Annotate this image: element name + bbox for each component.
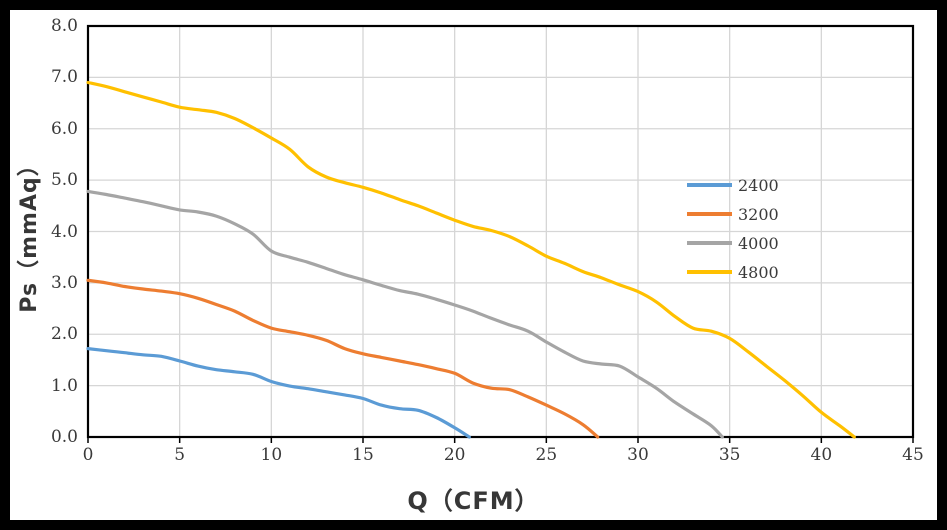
legend-label: 4800 [738,262,779,282]
x-axis-title: Q（CFM） [407,487,540,515]
legend-line-swatch [687,241,732,245]
y-axis-title: Ps（mmAq） [17,153,42,313]
series-line-4000 [86,189,724,439]
legend-item-4800: 4800 [687,261,779,283]
x-tick-label-20: 20 [443,445,466,465]
x-tick-label-40: 40 [810,445,833,465]
series-line-4800 [86,80,856,439]
legend-label: 4000 [738,233,779,253]
y-tick-label-5.0: 5.0 [50,170,78,191]
legend-line-swatch [687,212,732,216]
series-line-2400 [86,347,471,439]
legend-line-swatch [687,183,732,187]
series-line-3200 [86,278,600,439]
x-tick-label-45: 45 [902,445,924,465]
legend-item-2400: 2400 [687,174,779,196]
x-tick-label-5: 5 [174,445,186,465]
y-tick-label-1.0: 1.0 [50,375,78,396]
x-tick-label-10: 10 [260,445,283,465]
legend-label: 2400 [738,175,779,195]
x-tick-label-0: 0 [82,445,94,465]
legend-line-swatch [687,270,732,274]
plot-border [86,24,915,439]
y-tick-label-3.0: 3.0 [50,272,78,293]
x-tick-label-15: 15 [352,445,374,465]
legend-label: 3200 [738,204,779,224]
y-tick-label-8.0: 8.0 [50,16,78,36]
y-tick-label-4.0: 4.0 [50,221,78,242]
y-tick-label-7.0: 7.0 [50,67,78,88]
x-tick-label-35: 35 [718,445,741,465]
x-tick-label-30: 30 [627,445,649,465]
y-tick-label-0.0: 0.0 [50,427,78,447]
x-tick-label-25: 25 [535,445,558,465]
y-tick-label-2.0: 2.0 [50,324,78,345]
legend-item-4000: 4000 [687,232,779,254]
chart-legend: 2400 3200 4000 4800 [687,174,779,290]
legend-item-3200: 3200 [687,203,779,225]
y-tick-label-6.0: 6.0 [50,118,78,139]
